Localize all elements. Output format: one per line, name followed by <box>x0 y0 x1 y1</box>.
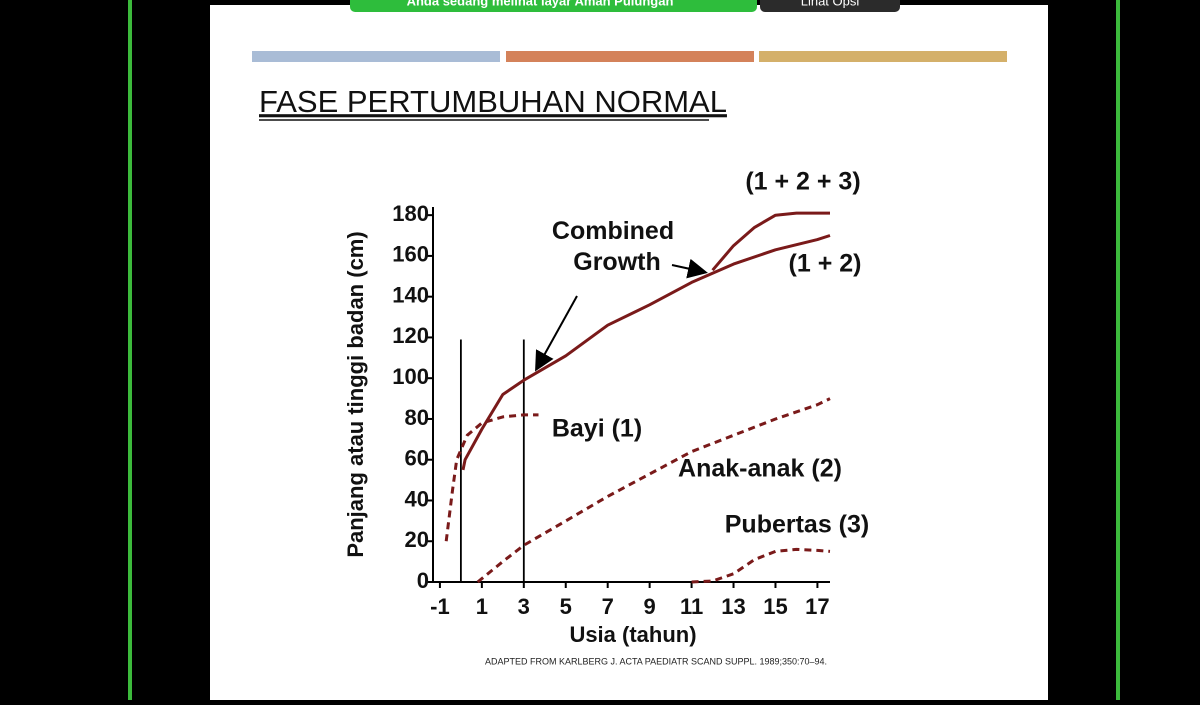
x-tick-label: 17 <box>805 594 829 619</box>
series-line <box>711 211 830 272</box>
y-tick-label: 0 <box>417 568 429 593</box>
y-tick-label: 180 <box>392 201 429 226</box>
slide <box>210 5 1048 700</box>
series-label: (1 + 2 + 3) <box>745 168 860 196</box>
y-tick-label: 20 <box>405 527 429 552</box>
x-tick-label: 1 <box>476 594 488 619</box>
banner-message: Anda sedang melihat layar Aman Pulungan <box>407 0 674 8</box>
annotation: Combined Growth <box>552 217 674 276</box>
x-tick-label: 3 <box>518 594 530 619</box>
series-line <box>691 547 831 584</box>
y-tick-label: 160 <box>392 242 429 267</box>
y-tick-label: 140 <box>392 282 429 307</box>
share-banner <box>350 0 757 12</box>
share-border <box>1116 0 1120 700</box>
series-label: Anak-anak (2) <box>678 455 842 483</box>
annotation-arrow <box>535 295 578 372</box>
accent-bar <box>506 51 754 62</box>
x-axis-label: Usia (tahun) <box>569 622 696 647</box>
x-tick-label: 13 <box>721 594 745 619</box>
slide-title: FASE PERTUMBUHAN NORMAL <box>259 84 727 119</box>
series-line <box>476 397 831 584</box>
series-label: Bayi (1) <box>552 415 642 443</box>
button-label[interactable]: Lihat Opsi <box>801 0 860 8</box>
series-line <box>461 234 831 471</box>
source-note: ADAPTED FROM KARLBERG J. ACTA PAEDIATR S… <box>485 656 827 666</box>
accent-bar <box>252 51 500 62</box>
y-tick-label: 40 <box>405 486 429 511</box>
x-tick-label: -1 <box>430 594 450 619</box>
view-options-button[interactable] <box>760 0 900 12</box>
x-tick-label: 15 <box>763 594 787 619</box>
accent-bar <box>759 51 1007 62</box>
share-border <box>128 0 132 700</box>
y-tick-label: 120 <box>392 323 429 348</box>
x-tick-label: 11 <box>680 594 703 619</box>
x-tick-label: 5 <box>560 594 572 619</box>
y-tick-label: 60 <box>405 446 429 471</box>
y-tick-label: 100 <box>392 364 429 389</box>
series-label: (1 + 2) <box>789 250 862 278</box>
x-tick-label: 9 <box>644 594 656 619</box>
annotation-arrow <box>671 258 708 279</box>
y-tick-label: 80 <box>405 405 429 430</box>
series-label: Pubertas (3) <box>725 511 869 539</box>
y-axis-label: Panjang atau tinggi badan (cm) <box>343 231 368 557</box>
x-tick-label: 7 <box>602 594 614 619</box>
